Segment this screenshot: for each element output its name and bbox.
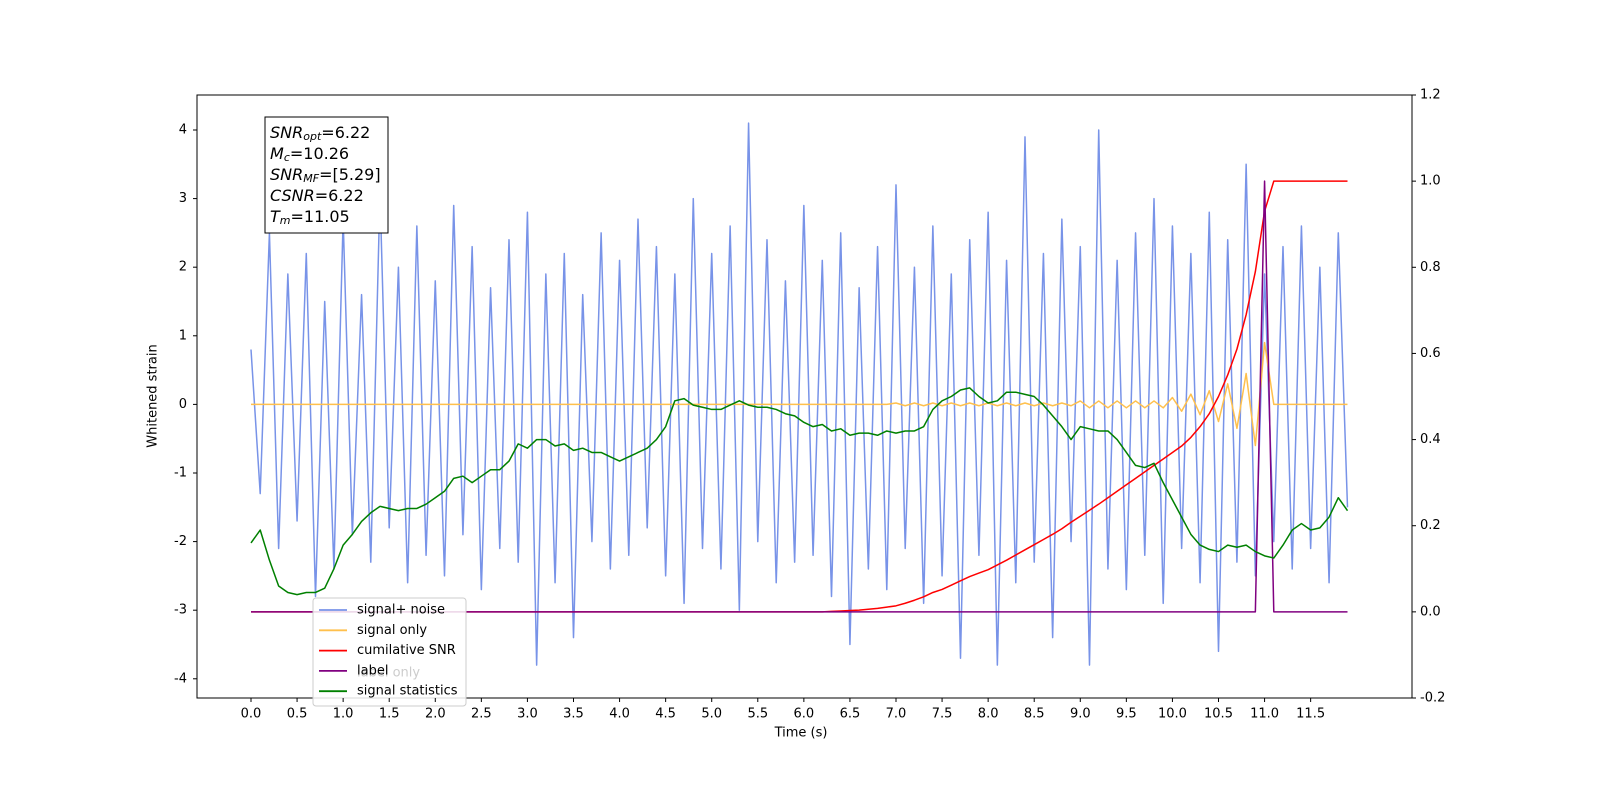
x-tick-label: 8.5 bbox=[1024, 707, 1045, 722]
legend-label: cumilative SNR bbox=[357, 643, 456, 658]
legend-label: signal only bbox=[357, 623, 427, 638]
legend-frame bbox=[312, 597, 467, 707]
annotation-part: =6.22 bbox=[321, 123, 370, 142]
annotation-part: SNR bbox=[270, 123, 303, 142]
annotation-line: SNRMF=[5.29] bbox=[270, 165, 381, 186]
x-tick-label: 2.5 bbox=[471, 707, 492, 722]
legend-label: signal+ noise bbox=[357, 603, 445, 618]
x-tick-label: 6.5 bbox=[840, 707, 861, 722]
x-tick-label: 5.0 bbox=[701, 707, 722, 722]
annotation-frame bbox=[264, 116, 389, 234]
annotation-box: SNRopt=6.22Mc=10.26SNRMF=[5.29]CSNR=6.22… bbox=[264, 116, 389, 234]
y-tick-label: 0 bbox=[179, 397, 187, 412]
x-tick-label: 1.0 bbox=[333, 707, 354, 722]
y-tick-label: -3 bbox=[174, 603, 187, 618]
series-line bbox=[251, 341, 1348, 447]
x-tick-label: 9.5 bbox=[1116, 707, 1137, 722]
x-tick-label: 11.0 bbox=[1250, 707, 1279, 722]
y-tick-label: -4 bbox=[174, 671, 187, 686]
legend-label: label bbox=[357, 663, 388, 678]
y2-tick-label: 0.6 bbox=[1420, 346, 1441, 361]
y2-tick-label: 0.4 bbox=[1420, 432, 1441, 447]
y2-tick-label: 0.8 bbox=[1420, 260, 1441, 275]
legend-label: signal statistics bbox=[357, 684, 458, 699]
axes-frame bbox=[196, 94, 1413, 699]
annotation-part: SNR bbox=[270, 165, 303, 184]
x-tick-label: 0.5 bbox=[287, 707, 308, 722]
x-tick-label: 10.0 bbox=[1158, 707, 1187, 722]
y2-tick-label: 0.2 bbox=[1420, 518, 1441, 533]
x-tick-label: 3.0 bbox=[517, 707, 538, 722]
x-tick-label: 2.0 bbox=[425, 707, 446, 722]
annotation-part: MF bbox=[303, 172, 319, 185]
series-line bbox=[250, 387, 1349, 596]
annotation-part: m bbox=[280, 214, 291, 227]
x-tick-label: 3.5 bbox=[563, 707, 584, 722]
y-tick-label: -2 bbox=[174, 534, 187, 549]
x-tick-label: 1.5 bbox=[379, 707, 400, 722]
x-tick-label: 11.5 bbox=[1296, 707, 1325, 722]
x-tick-label: 9.0 bbox=[1070, 707, 1091, 722]
x-tick-label: 8.0 bbox=[978, 707, 999, 722]
x-tick-label: 4.0 bbox=[609, 707, 630, 722]
annotation-line: Mc=10.26 bbox=[270, 144, 349, 165]
annotation-line: CSNR=6.22 bbox=[270, 186, 364, 205]
annotation-part: M bbox=[270, 144, 284, 163]
annotation-line: Tm=11.05 bbox=[270, 207, 350, 228]
y-axis-label: Whitened strain bbox=[146, 344, 161, 447]
annotation-part: =[5.29] bbox=[319, 165, 381, 184]
annotation-part: c bbox=[284, 151, 290, 164]
y-tick-label: 3 bbox=[179, 191, 187, 206]
x-tick-label: 0.0 bbox=[241, 707, 262, 722]
annotation-part: =6.22 bbox=[315, 186, 364, 205]
x-tick-label: 7.5 bbox=[932, 707, 953, 722]
legend-hidden-label: label only bbox=[357, 665, 420, 680]
legend: label only signal+ noise signal only cumila… bbox=[312, 597, 467, 707]
y-tick-label: 4 bbox=[179, 122, 187, 137]
x-tick-label: 5.5 bbox=[747, 707, 768, 722]
y-tick-label: -1 bbox=[174, 465, 187, 480]
y-tick-label: 1 bbox=[179, 328, 187, 343]
annotation-part: =11.05 bbox=[291, 207, 350, 226]
x-tick-label: 7.0 bbox=[886, 707, 907, 722]
annotation-part: =10.26 bbox=[290, 144, 349, 163]
annotation-part: CSNR bbox=[270, 186, 315, 205]
y2-tick-label: 1.0 bbox=[1420, 174, 1441, 189]
x-tick-label: 6.0 bbox=[794, 707, 815, 722]
y2-tick-label: -0.2 bbox=[1420, 691, 1445, 706]
y-tick-label: 2 bbox=[179, 260, 187, 275]
y2-tick-label: 1.2 bbox=[1420, 88, 1441, 103]
y2-tick-label: 0.0 bbox=[1420, 604, 1441, 619]
annotation-line: SNRopt=6.22 bbox=[270, 123, 370, 144]
x-tick-label: 10.5 bbox=[1204, 707, 1233, 722]
x-tick-label: 4.5 bbox=[655, 707, 676, 722]
plot-area bbox=[250, 122, 1349, 666]
annotation-part: T bbox=[270, 207, 281, 226]
x-axis-label: Time (s) bbox=[774, 726, 828, 741]
series-line bbox=[250, 122, 1349, 666]
annotation-part: opt bbox=[303, 130, 322, 143]
